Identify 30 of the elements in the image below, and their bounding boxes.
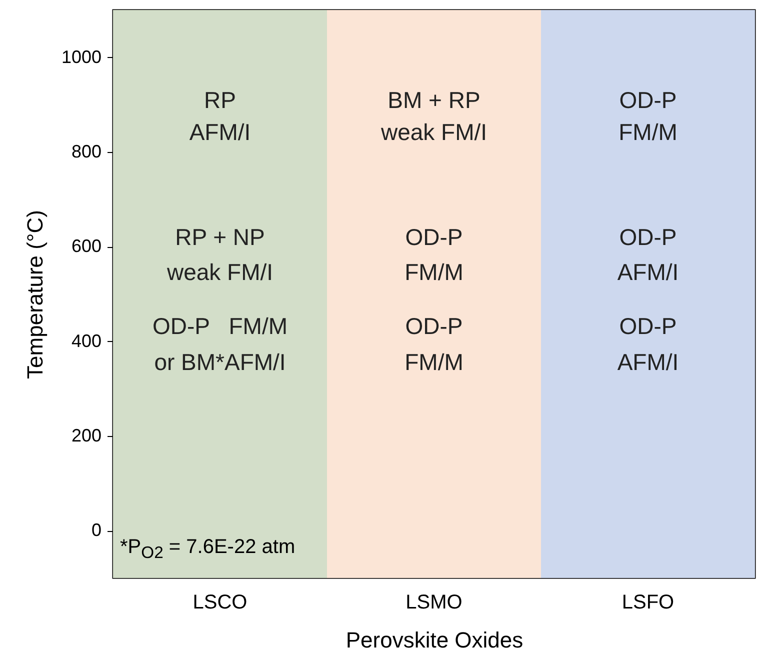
y-tick-label: 1000 [61,46,102,67]
annotation: RP [203,86,237,114]
x-tick-label: LSMO [406,592,462,614]
annotation: or BM*AFM/I [153,348,287,376]
x-axis-title: Perovskite Oxides [346,628,524,652]
annotation: AFM/I [616,348,680,376]
annotation: RP + NP [174,223,266,251]
y-axis-title: Temperature (°C) [22,210,48,379]
annotation: FM/M [404,258,464,286]
y-tick-label: 800 [71,142,102,162]
annotation: OD-P FM/M [151,312,288,340]
x-tick-label: LSFO [622,592,674,614]
annotation: OD-P [618,312,678,340]
annotation: weak FM/I [166,258,274,286]
annotation: *P$_{O2}$ = 7.6E-22 atm [120,536,296,563]
annotation: BM + RP [386,86,482,114]
annotation: weak FM/I [380,118,488,146]
x-tick-label: LSCO [192,592,248,614]
y-tick-label: 600 [71,236,102,256]
annotation: OD-P [404,312,464,340]
annotation: AFM/I [616,258,680,286]
annotation: OD-P [618,223,678,251]
annotation: AFM/I [188,118,252,146]
y-tick-label: 0 [91,520,102,540]
y-tick-label: 400 [71,330,102,351]
annotation: OD-P [404,223,464,251]
annotation: FM/M [618,118,678,146]
y-tick-label: 200 [71,426,102,446]
annotation: FM/M [404,348,464,376]
annotation: OD-P [618,86,678,114]
